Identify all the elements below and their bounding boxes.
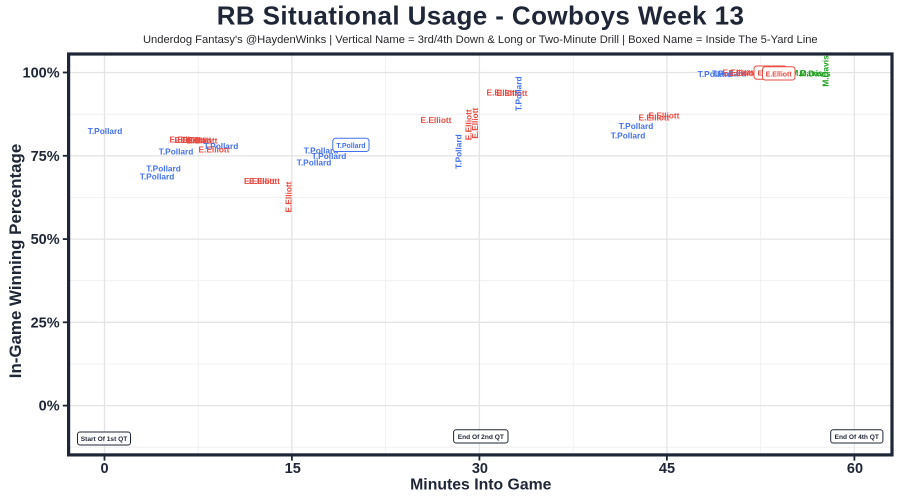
svg-text:T.Pollard: T.Pollard [611, 131, 646, 141]
svg-text:T.Pollard: T.Pollard [88, 126, 123, 136]
svg-text:0%: 0% [39, 399, 60, 415]
svg-text:End Of 4th QT: End Of 4th QT [835, 434, 879, 441]
svg-text:45: 45 [659, 461, 675, 477]
svg-text:T.Pollard: T.Pollard [140, 172, 175, 182]
svg-text:T.Pollard: T.Pollard [304, 146, 339, 156]
svg-text:Underdog Fantasy's @HaydenWink: Underdog Fantasy's @HaydenWinks | Vertic… [143, 34, 818, 46]
svg-text:T.Pollard: T.Pollard [619, 121, 654, 131]
svg-text:E.Elliott: E.Elliott [463, 109, 473, 140]
svg-text:E.Elliott: E.Elliott [649, 111, 680, 121]
svg-text:Start Of 1st QT: Start Of 1st QT [81, 436, 128, 443]
svg-text:100%: 100% [23, 66, 60, 82]
svg-text:E.Elliott: E.Elliott [249, 176, 280, 186]
svg-text:E.Elliott: E.Elliott [470, 108, 480, 139]
svg-text:E.Elliott: E.Elliott [244, 176, 275, 186]
svg-text:M.Davis: M.Davis [799, 69, 831, 79]
svg-text:T.Pollard: T.Pollard [146, 164, 181, 174]
svg-text:50%: 50% [31, 232, 60, 248]
svg-text:60: 60 [847, 461, 863, 477]
svg-text:T.Pollard: T.Pollard [297, 158, 332, 168]
svg-text:E.Elliott: E.Elliott [497, 88, 528, 98]
svg-text:E.Elliott: E.Elliott [284, 181, 294, 212]
svg-text:E.Elliott: E.Elliott [187, 136, 218, 146]
svg-text:25%: 25% [31, 315, 60, 331]
svg-text:0: 0 [100, 461, 108, 477]
svg-text:T.Pollard: T.Pollard [159, 147, 194, 157]
svg-text:E.Elliott: E.Elliott [421, 115, 452, 125]
svg-text:E.Elliott: E.Elliott [170, 135, 201, 145]
svg-text:Minutes Into Game: Minutes Into Game [410, 477, 552, 494]
svg-text:In-Game Winning Percentage: In-Game Winning Percentage [6, 144, 25, 378]
svg-text:E.Elliott: E.Elliott [729, 68, 760, 78]
svg-text:E.Elliott: E.Elliott [723, 68, 754, 78]
svg-text:End Of 2nd QT: End Of 2nd QT [458, 434, 504, 441]
svg-text:RB Situational Usage - Cowboys: RB Situational Usage - Cowboys Week 13 [217, 1, 745, 31]
svg-text:E.Elliott: E.Elliott [766, 71, 793, 78]
svg-text:M.Davis: M.Davis [821, 55, 831, 87]
svg-text:75%: 75% [31, 149, 60, 165]
svg-text:E.Elliott: E.Elliott [175, 135, 206, 145]
svg-text:E.Elliott: E.Elliott [181, 135, 212, 145]
svg-text:T.Pollard: T.Pollard [336, 143, 365, 150]
svg-text:T.Pollard: T.Pollard [312, 151, 347, 161]
svg-text:T.Pollard: T.Pollard [514, 76, 524, 111]
svg-text:M.Davis: M.Davis [791, 68, 823, 78]
svg-text:T.Pollard: T.Pollard [204, 141, 239, 151]
svg-text:15: 15 [285, 461, 301, 477]
svg-text:T.Pollard: T.Pollard [712, 69, 747, 79]
svg-text:30: 30 [472, 461, 488, 477]
svg-text:T.Pollard: T.Pollard [698, 69, 733, 79]
svg-text:T.Pollard: T.Pollard [454, 134, 464, 169]
svg-text:E.Elliott: E.Elliott [199, 145, 230, 155]
svg-text:E.Elliott: E.Elliott [487, 88, 518, 98]
svg-text:E.Elliott: E.Elliott [639, 113, 670, 123]
